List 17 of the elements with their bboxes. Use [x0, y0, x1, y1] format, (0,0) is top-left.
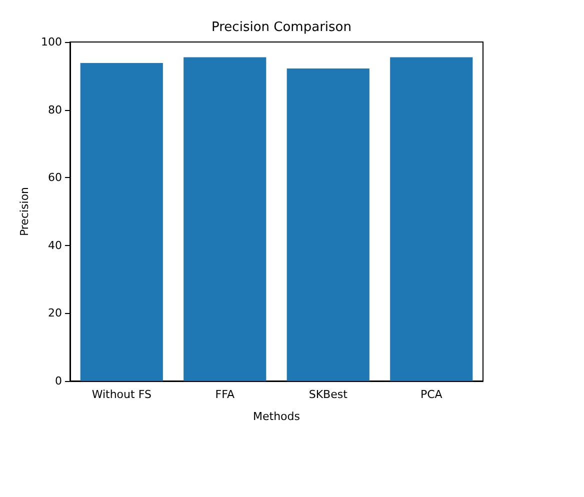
- x-axis-title: Methods: [253, 410, 300, 423]
- y-tick-label: 80: [48, 103, 62, 116]
- y-axis-title: Precision: [18, 186, 32, 236]
- y-tick-label: 100: [41, 36, 62, 48]
- y-tick-label: 40: [48, 238, 62, 252]
- chart-title: Precision Comparison: [212, 20, 352, 35]
- bar: [80, 63, 163, 381]
- x-tick-label: Without FS: [92, 388, 152, 401]
- bar: [390, 57, 473, 381]
- x-tick-label: SKBest: [308, 388, 348, 401]
- y-tick-label: 0: [55, 374, 62, 388]
- y-tick-label: 20: [48, 306, 62, 320]
- bar: [286, 68, 370, 381]
- x-tick-label: PCA: [420, 388, 443, 401]
- bar: [184, 57, 266, 381]
- x-tick-label: FFA: [215, 388, 235, 401]
- y-tick-label: 60: [48, 171, 62, 184]
